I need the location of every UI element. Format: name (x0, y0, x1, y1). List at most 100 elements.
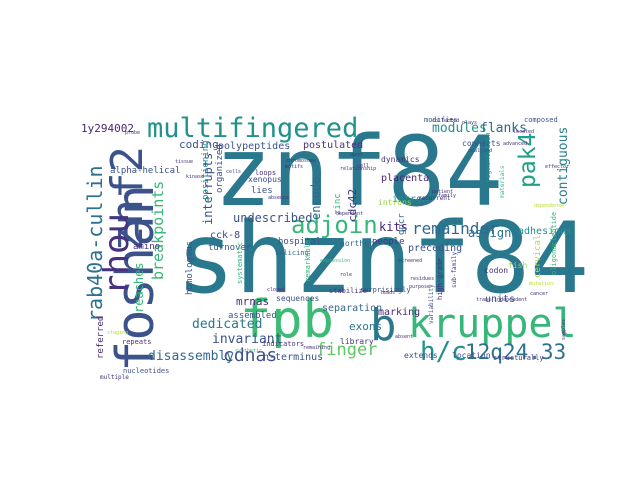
word-cloud-term: indicators (262, 340, 304, 348)
word-cloud-term: cloned (267, 287, 285, 293)
word-cloud-term: hospital (278, 237, 321, 247)
word-cloud-term: breakpoints (149, 181, 167, 280)
word-cloud-term: high-grade (436, 258, 444, 300)
word-cloud-term: systematic (236, 242, 244, 284)
word-cloud-term: motifs (285, 164, 303, 170)
word-cloud-term: kits (379, 220, 408, 234)
word-cloud-term: cdc42 (346, 189, 359, 222)
word-cloud-term: loops (255, 169, 276, 177)
word-cloud-term: remainder (412, 219, 499, 238)
word-cloud-term: cdnas (223, 345, 277, 366)
word-cloud-term: structurally (493, 354, 544, 362)
word-cloud-term: placenta (381, 173, 429, 184)
word-cloud-term: finger (316, 340, 377, 360)
word-cloud-term: referred (96, 316, 106, 359)
word-cloud-term: encode (309, 177, 323, 220)
word-cloud-term: relationship (340, 166, 376, 172)
word-cloud-term: 1y294002 (81, 122, 134, 135)
word-cloud-term: interrupts (201, 153, 215, 225)
word-cloud-term: adjoin (291, 211, 378, 239)
word-cloud-term: chromosome (286, 158, 316, 164)
word-cloud-term: staging (107, 330, 128, 336)
word-cloud-term: contiguous (556, 127, 571, 205)
word-cloud-term: multifingered (147, 113, 358, 144)
word-cloud-term: codon (484, 266, 508, 275)
word-cloud-term: patient (432, 189, 453, 195)
word-cloud-term: surprisingly (360, 286, 411, 294)
word-cloud-term: repeats (122, 338, 152, 346)
word-cloud-term: adhesions (518, 226, 572, 237)
word-cloud-term: analyzed (468, 148, 492, 154)
word-cloud-term: units (485, 294, 515, 305)
word-cloud-term: positioning (201, 140, 211, 200)
word-cloud-term: xenopus (248, 175, 282, 184)
word-cloud-term: role (340, 272, 352, 278)
word-cloud-term: flanks (480, 121, 527, 136)
word-cloud-term: cancer (530, 291, 548, 297)
word-cloud-term: composed (524, 116, 558, 124)
word-cloud-term: pak4 (515, 133, 541, 188)
word-cloud-term: cck-8 (210, 230, 240, 241)
word-cloud-term: sequences (276, 294, 320, 303)
word-cloud-term: invariant (212, 332, 282, 347)
word-cloud-term: splicing (275, 249, 309, 257)
word-cloud-term: undescribed (233, 211, 312, 225)
word-cloud-term: sub-family (451, 251, 458, 288)
word-cloud-term: modifies (424, 116, 458, 124)
word-cloud-term: assign (468, 226, 511, 240)
word-cloud-term: trans-independent (476, 297, 527, 303)
word-cloud-term: cervical (533, 235, 543, 278)
word-cloud-term: plays (462, 120, 477, 126)
word-cloud-term: rab40a-cullin (83, 165, 107, 322)
word-cloud-term: turnover (208, 243, 252, 253)
word-cloud-term: dependent (336, 211, 363, 217)
word-cloud-term: separation (322, 303, 382, 314)
word-cloud-term: remarkable (304, 240, 312, 282)
word-cloud-term: purpose (409, 284, 430, 290)
word-cloud-term: multiple (100, 374, 129, 381)
word-cloud-term: dependence (534, 203, 564, 209)
word-cloud-term: assembled (228, 311, 277, 321)
word-cloud-term: foshan (106, 184, 166, 372)
word-cloud-term: preceding (408, 243, 462, 254)
word-cloud-term: tissue (175, 159, 193, 165)
word-cloud-term: h/c (420, 337, 467, 367)
word-cloud-term: screened (398, 258, 422, 264)
word-cloud-term: nucleotides (123, 367, 169, 375)
word-cloud-term: expression (320, 258, 350, 264)
word-cloud-term: disassembly (148, 349, 234, 364)
word-cloud-term: coding (179, 138, 219, 151)
word-cloud-term: advanced (503, 141, 527, 147)
word-cloud-term: remaining (303, 345, 330, 351)
word-cloud-term: location (452, 351, 491, 360)
word-cloud-term: mutation (529, 281, 553, 287)
word-cloud-term: intron (392, 194, 428, 205)
word-cloud-term: family (438, 193, 456, 199)
word-cloud-term: cells (226, 169, 241, 175)
word-cloud-term: polypeptides (218, 141, 290, 152)
word-cloud-term: kruppel (408, 301, 577, 347)
word-cloud-term: alpha-helical (110, 166, 180, 176)
word-cloud-term: recurrent (418, 195, 451, 202)
word-cloud-term: located (513, 129, 534, 135)
word-cloud-term: introns (378, 198, 412, 207)
word-cloud-term: leads (380, 290, 395, 296)
word-cloud-term: dedicated (192, 317, 262, 332)
word-cloud-term: organized (215, 144, 225, 193)
word-cloud-term: samples (561, 319, 567, 340)
word-cloud-term: znf2 (102, 146, 153, 252)
word-cloud-term: amino (133, 242, 160, 252)
word-cloud-term: synthetic (235, 348, 262, 354)
word-cloud-term: modules (432, 121, 487, 136)
word-cloud-term: postulated (303, 140, 363, 151)
word-cloud-term: extends (404, 351, 438, 360)
word-cloud-term: residues (410, 276, 434, 282)
word-cloud-term: reaches (132, 262, 146, 313)
word-cloud-term: znf84 (214, 116, 503, 228)
word-cloud-term: absent (395, 334, 413, 340)
word-cloud-term: people (372, 237, 405, 247)
word-cloud-term: gpcr (397, 213, 407, 235)
word-cloud-term: dynamics (381, 155, 420, 164)
word-cloud-term: stabilize (329, 287, 367, 295)
